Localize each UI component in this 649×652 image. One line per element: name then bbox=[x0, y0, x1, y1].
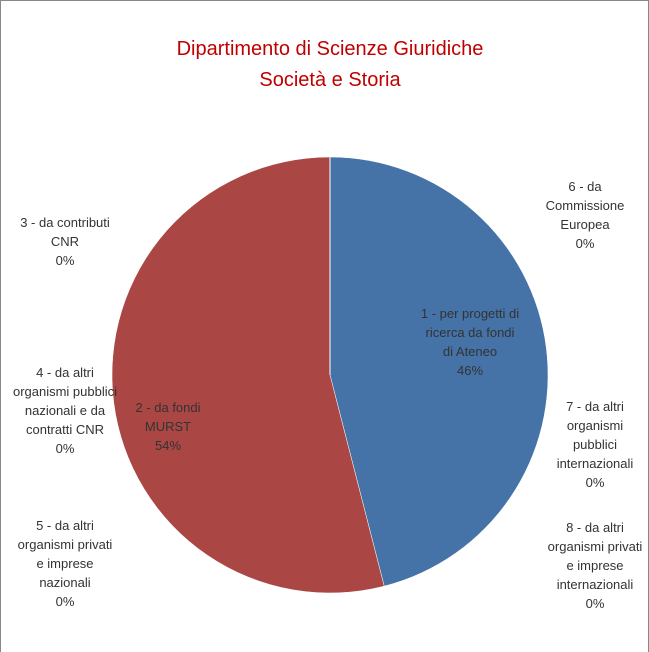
category-label: 4 - da altri organismi pubblici nazional… bbox=[12, 365, 118, 437]
value-label: 0% bbox=[575, 236, 595, 251]
category-label: 3 - da contributi CNR bbox=[20, 215, 110, 249]
data-label: 1 - per progetti di ricerca da fondi di … bbox=[420, 304, 520, 380]
chart-title: Dipartimento di Scienze Giuridiche Socie… bbox=[176, 38, 484, 91]
data-label: 8 - da altri organismi privati e imprese… bbox=[545, 518, 645, 613]
value-label: 0% bbox=[585, 475, 605, 490]
data-label: 5 - da altri organismi privati e imprese… bbox=[15, 516, 115, 611]
value-label: 0% bbox=[55, 253, 75, 268]
category-label: 6 - da Commissione Europea bbox=[545, 179, 625, 232]
value-label: 0% bbox=[55, 594, 75, 609]
value-label: 46% bbox=[456, 363, 484, 378]
data-label: 7 - da altri organismi pubblici internaz… bbox=[545, 397, 645, 492]
category-label: 5 - da altri organismi privati e imprese… bbox=[17, 518, 113, 590]
category-label: 7 - da altri organismi pubblici internaz… bbox=[556, 399, 634, 471]
pie-slice bbox=[111, 156, 385, 594]
data-label: 3 - da contributi CNR 0% bbox=[10, 213, 120, 270]
data-label: 6 - da Commissione Europea 0% bbox=[535, 177, 635, 253]
value-label: 0% bbox=[55, 441, 75, 456]
category-label: 8 - da altri organismi privati e imprese… bbox=[547, 520, 643, 592]
category-label: 1 - per progetti di ricerca da fondi di … bbox=[420, 306, 520, 359]
data-label: 2 - da fondi MURST 54% bbox=[118, 398, 218, 455]
value-label: 54% bbox=[154, 438, 182, 453]
category-label: 2 - da fondi MURST bbox=[135, 400, 201, 434]
value-label: 0% bbox=[585, 596, 605, 611]
data-label: 4 - da altri organismi pubblici nazional… bbox=[10, 363, 120, 458]
pie-slice bbox=[329, 156, 549, 587]
